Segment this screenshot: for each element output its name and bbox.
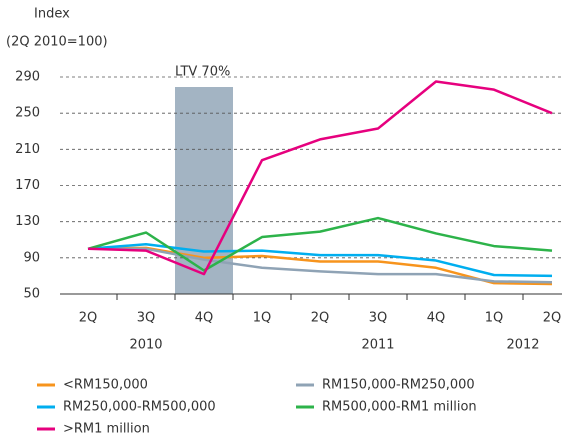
series-line: [87, 243, 553, 278]
y-tick-label: 250: [15, 106, 40, 121]
legend-label: RM150,000-RM250,000: [322, 378, 475, 393]
x-tick-label: 3Q: [137, 311, 156, 326]
x-tick-label: 4Q: [195, 311, 214, 326]
x-tick-label: 1Q: [253, 311, 272, 326]
annotation: LTV 70%: [175, 65, 230, 80]
series-line: [87, 216, 553, 272]
legend-label: RM250,000-RM500,000: [63, 400, 216, 415]
series-line: [87, 246, 553, 286]
y-tick-label: 130: [15, 214, 40, 229]
x-tick-label: 3Q: [369, 311, 388, 326]
legend-label: >RM1 million: [63, 422, 150, 437]
y-tick-label: 50: [23, 287, 40, 302]
year-label: 2012: [506, 338, 539, 353]
x-tick-label: 2Q: [79, 311, 98, 326]
x-tick-label: 2Q: [543, 311, 562, 326]
y-axis-title: (2Q 2010=100): [6, 35, 108, 50]
x-tick-label: 1Q: [485, 311, 504, 326]
legend-label: <RM150,000: [63, 378, 148, 393]
y-tick-label: 170: [15, 178, 40, 193]
series-line: [88, 247, 553, 284]
y-tick-label: 90: [23, 250, 40, 265]
x-tick-label: 4Q: [427, 311, 446, 326]
y-axis-title: Index: [34, 7, 70, 22]
y-tick-label: 210: [15, 142, 40, 157]
year-label: 2010: [129, 338, 162, 353]
legend-label: RM500,000-RM1 million: [322, 400, 477, 415]
series-line: [87, 80, 553, 276]
y-tick-label: 290: [15, 70, 40, 85]
year-label: 2011: [361, 338, 394, 353]
x-tick-label: 2Q: [311, 311, 330, 326]
